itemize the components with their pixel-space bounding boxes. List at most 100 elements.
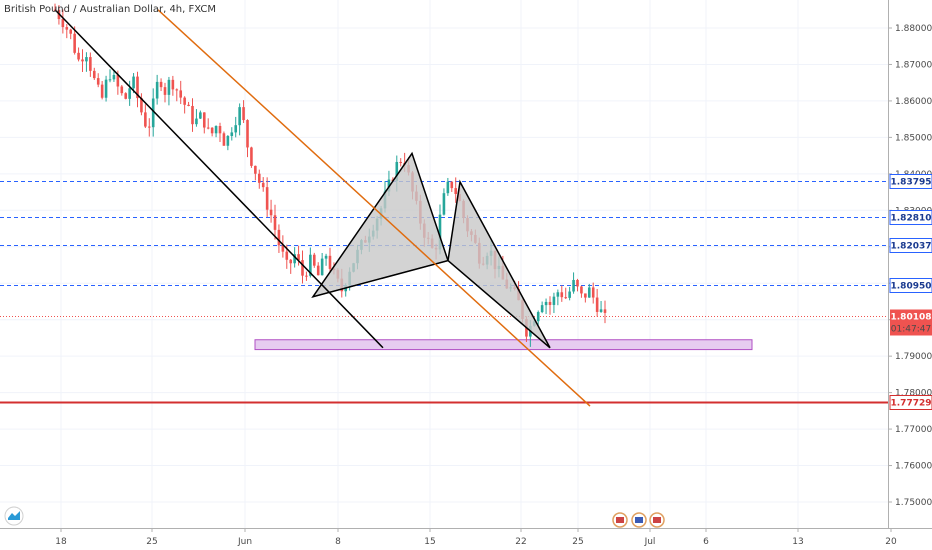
x-tick-label: Jun — [237, 537, 252, 547]
candle-body — [454, 188, 458, 194]
price-level-tag-label: 1.82037 — [891, 242, 932, 252]
candle-body — [257, 173, 261, 183]
y-tick-label: 1.77000 — [895, 425, 932, 435]
candle-body — [552, 296, 556, 305]
candle-body — [442, 193, 446, 215]
bar-countdown-label: 01:47:47 — [891, 325, 931, 335]
price-level-tag-label: 1.82810 — [891, 214, 932, 224]
candle-body — [281, 245, 285, 252]
candle-body — [250, 147, 253, 166]
candle-body — [230, 132, 234, 136]
candle-body — [140, 98, 143, 113]
candle-body — [603, 309, 607, 313]
candle-body — [301, 260, 304, 276]
candle-body — [540, 305, 544, 313]
chart-title: British Pound / Australian Dollar, 4h, F… — [4, 4, 216, 15]
candle-body — [572, 279, 575, 292]
candle-body — [206, 127, 210, 129]
x-tick-label: 18 — [55, 537, 67, 547]
logo-icon[interactable] — [4, 506, 24, 526]
candle-body — [187, 104, 190, 106]
x-tick-label: 25 — [572, 537, 583, 547]
candle-body — [61, 19, 65, 28]
candle-body — [297, 254, 300, 261]
candle-body — [100, 84, 104, 98]
candle-body — [210, 127, 214, 134]
candle-body — [218, 125, 222, 134]
candle-body — [92, 70, 96, 79]
y-tick-label: 1.88000 — [895, 24, 932, 34]
x-tick-label: 22 — [515, 537, 526, 547]
candle-body — [556, 292, 560, 297]
candle-body — [242, 107, 245, 121]
candle-body — [69, 29, 73, 34]
candle-body — [202, 112, 206, 128]
price-axis[interactable] — [888, 0, 932, 550]
candle-body — [96, 78, 100, 85]
candles — [53, 3, 607, 347]
pattern-triangle-xab[interactable] — [311, 151, 449, 298]
current-price-label: 1.80108 — [891, 313, 932, 323]
event-flag-icon[interactable] — [649, 512, 665, 528]
candle-body — [320, 258, 324, 276]
candle-body — [214, 125, 218, 134]
x-tick-label: 15 — [424, 537, 435, 547]
candle-body — [328, 255, 332, 269]
candle-body — [548, 301, 552, 305]
candle-body — [580, 286, 583, 294]
price-level-tag — [889, 210, 932, 225]
event-flag-icon[interactable] — [612, 512, 628, 528]
trendline[interactable] — [54, 9, 384, 349]
x-tick-label: 13 — [792, 537, 803, 547]
candle-body — [112, 75, 116, 80]
candle-body — [144, 112, 147, 127]
y-tick-label: 1.75000 — [895, 498, 932, 508]
candle-body — [293, 254, 296, 264]
candle-body — [226, 135, 230, 146]
candle-body — [163, 87, 167, 95]
candle-body — [132, 76, 135, 89]
candle-body — [560, 292, 564, 298]
candle-body — [285, 251, 289, 260]
candle-body — [536, 312, 540, 322]
candle-body — [128, 88, 131, 99]
candle-body — [124, 93, 128, 99]
y-tick-label: 1.79000 — [895, 352, 932, 362]
candle-body — [450, 181, 454, 189]
candle-body — [171, 79, 175, 90]
candle-body — [89, 57, 92, 71]
candle-body — [136, 76, 139, 99]
candle-body — [222, 133, 226, 146]
trendline[interactable] — [157, 9, 591, 407]
y-tick-label: 1.85000 — [895, 133, 932, 143]
candle-body — [595, 297, 599, 312]
candle-body — [599, 309, 603, 312]
price-level-tag — [889, 238, 932, 253]
candle-body — [116, 75, 120, 87]
pattern-triangle-bcd[interactable] — [447, 179, 551, 349]
support-zone-rect[interactable] — [254, 339, 753, 351]
support-zone — [254, 339, 753, 351]
y-tick-label: 1.86000 — [895, 97, 932, 107]
event-flag-icon[interactable] — [631, 512, 647, 528]
price-level-tag-label: 1.77729 — [891, 399, 932, 409]
candle-body — [544, 301, 548, 306]
candle-body — [73, 33, 76, 53]
candle-body — [179, 90, 183, 98]
price-level-tag — [889, 395, 932, 410]
candle-body — [183, 97, 186, 105]
price-level-tag — [889, 174, 932, 189]
candle-body — [568, 291, 571, 298]
candle-body — [316, 265, 320, 276]
y-tick-label: 1.87000 — [895, 60, 932, 70]
candle-body — [587, 287, 591, 298]
y-tick-label: 1.78000 — [895, 389, 932, 399]
candle-body — [269, 209, 273, 216]
price-levels — [0, 181, 888, 404]
candle-body — [104, 79, 108, 98]
candle-body — [199, 112, 202, 119]
candle-body — [277, 229, 281, 246]
